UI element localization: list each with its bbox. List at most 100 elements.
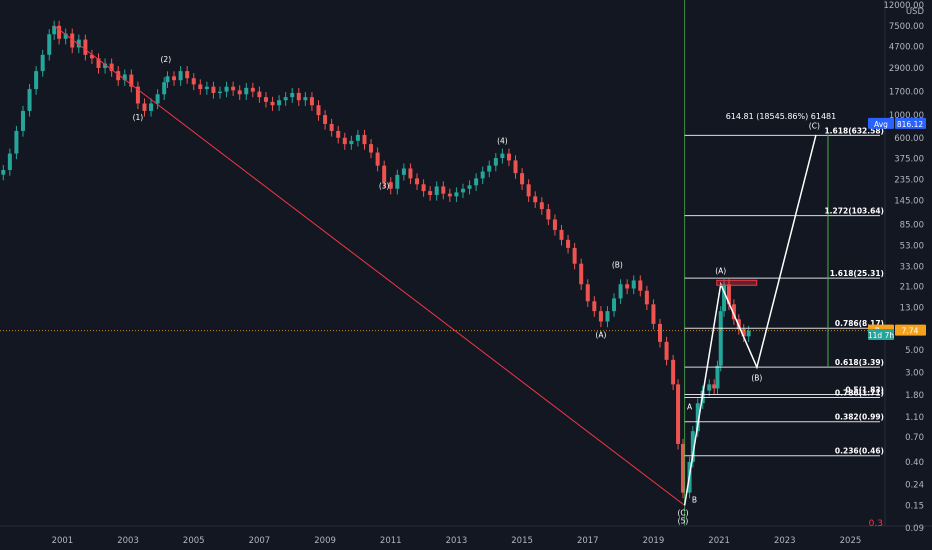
candle-body: [664, 341, 669, 360]
candle-body: [428, 191, 433, 195]
candle-body: [103, 63, 108, 68]
labels-layer: 1.618(632.58) 1.272(103.64) 1.618(25.31) 0.…: [133, 55, 884, 525]
candle-body: [707, 384, 712, 391]
wave-label: (B): [751, 374, 762, 383]
candle-body: [415, 178, 420, 185]
candle-body: [546, 209, 551, 220]
candle-body: [726, 284, 731, 305]
candle-body: [408, 168, 413, 179]
currency-label: USD: [906, 7, 925, 17]
wave-label: (5): [678, 516, 689, 525]
candle-body: [362, 134, 367, 145]
candle-body: [250, 87, 255, 92]
wave-label: (C): [809, 121, 820, 130]
wave-label: (3): [379, 182, 390, 191]
candle-body: [349, 140, 354, 145]
candle-body: [263, 97, 268, 102]
candle-body: [676, 384, 681, 444]
fib-level-label: 0.786(1.71): [835, 389, 884, 398]
candle-body: [237, 90, 242, 95]
price-tick-label: 13.00: [900, 304, 924, 314]
price-tick-label: 0.40: [905, 458, 924, 468]
svg-text:11d 7h: 11d 7h: [868, 331, 894, 340]
price-tick-label: 0.09: [905, 524, 924, 534]
candle-body: [718, 311, 723, 366]
candle-body: [572, 247, 577, 264]
wave-label: (2): [161, 55, 172, 64]
price-tick-label: 1700.00: [889, 88, 924, 98]
fib-level-label: 1.272(103.64): [824, 207, 884, 216]
candle-body: [500, 153, 505, 159]
candle-body: [401, 168, 406, 175]
wave-label: (1): [133, 113, 144, 122]
candle-body: [1, 169, 6, 175]
candle-body: [257, 91, 262, 98]
price-tick-label: 85.00: [900, 220, 924, 230]
price-tick-label: 145.00: [894, 197, 924, 207]
candle-body: [493, 158, 498, 166]
candle-body: [690, 431, 695, 462]
svg-text:816.12: 816.12: [897, 120, 923, 129]
candle-body: [592, 301, 597, 312]
candle-body: [382, 165, 387, 183]
price-tick-label: 0.24: [905, 481, 924, 491]
time-axis[interactable]: 2001 2003 2005 2007 2009 2011 2013 2015 2017 2019…: [52, 536, 862, 546]
candle-body: [434, 186, 439, 195]
corner-label: 0.3: [869, 519, 883, 529]
wave-label: A: [687, 403, 693, 412]
price-axis-tag: 11d 7h: [868, 329, 894, 341]
price-tick-label: 5.00: [905, 346, 924, 356]
candle-body: [172, 76, 177, 81]
candle-body: [712, 384, 717, 389]
candle-body: [474, 178, 479, 186]
candle-body: [388, 182, 393, 189]
candle-body: [651, 304, 656, 324]
candle-body: [57, 25, 62, 39]
candle-body: [539, 202, 544, 210]
candle-body: [198, 84, 203, 90]
candle-body: [277, 100, 282, 106]
candle-body: [155, 94, 160, 104]
candle-body: [316, 105, 321, 116]
price-tick-label: 12000.00: [883, 1, 924, 11]
price-tick-label: 0.15: [905, 501, 924, 511]
candle-body: [559, 229, 564, 240]
candle-body: [336, 130, 341, 138]
candle-body: [283, 97, 288, 101]
candle-body: [52, 25, 57, 35]
candle-body: [129, 74, 134, 87]
candle-body: [204, 86, 209, 90]
candle-body: [47, 34, 52, 55]
candle-body: [89, 54, 94, 59]
candle-body: [290, 92, 295, 98]
candle-body: [520, 173, 525, 185]
candle-body: [579, 263, 584, 285]
candle-body: [731, 304, 736, 320]
time-tick-label: 2021: [708, 536, 730, 546]
fib-level-label: 0.236(0.46): [835, 447, 884, 456]
candle-body: [454, 192, 459, 197]
time-tick-label: 2015: [511, 536, 533, 546]
candle-body: [460, 188, 465, 193]
candle-body: [441, 186, 446, 194]
candle-body: [369, 144, 374, 153]
candle-body: [185, 71, 190, 79]
price-tick-label: 375.00: [894, 155, 924, 165]
drawings-layer: [0, 0, 880, 526]
time-tick-label: 2025: [840, 536, 862, 546]
candle-body: [96, 58, 101, 68]
time-tick-label: 2023: [774, 536, 796, 546]
candle-body: [695, 403, 700, 432]
candle-body: [631, 280, 636, 289]
price-tick-label: 53.00: [900, 241, 924, 251]
fib-level-label: 1.618(25.31): [830, 269, 884, 278]
wave-label: (B): [612, 261, 623, 270]
candle-body: [211, 86, 216, 93]
candle-body: [741, 329, 746, 337]
time-tick-label: 2005: [183, 536, 205, 546]
candle-body: [342, 137, 347, 145]
candle-body: [506, 153, 511, 161]
